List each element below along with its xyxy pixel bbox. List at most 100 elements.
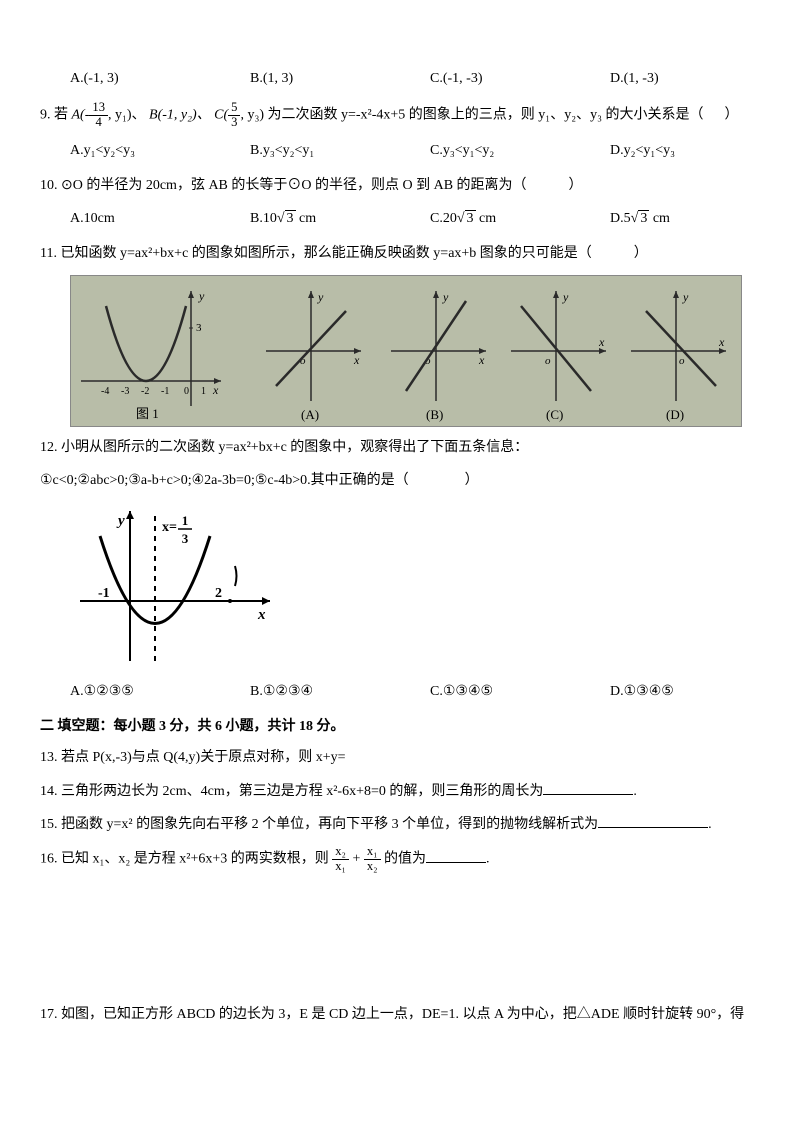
q12-statements: ①c<0;②abc>0;③a-b+c>0;④2a-3b=0;⑤c-4b>0.其中… <box>40 468 760 493</box>
q16-pre: 已知 x₁、x₂ 是方程 x²+6x+3 的两实数根，则 <box>61 852 329 867</box>
q9-number: 9. <box>40 108 51 123</box>
blank-line <box>598 813 708 828</box>
q11-a-label: (A) <box>301 407 319 422</box>
q10-opt-a-text: 10cm <box>84 211 115 226</box>
q8-opt-b: B.(1, 3) <box>220 66 400 91</box>
tick-neg1: -1 <box>98 586 110 601</box>
q11-text: 已知函数 y=ax²+bx+c 的图象如图所示，那么能正确反映函数 y=ax+b… <box>60 246 647 261</box>
q9-fracC: 53 <box>228 101 240 130</box>
q16-post: 的值为 <box>384 852 426 867</box>
q12-number: 12. <box>40 440 58 455</box>
q11-panel-c: y x o (C) <box>511 290 606 422</box>
q12-opt-b-text: ①②③④ <box>263 684 313 699</box>
q12: 12. 小明从图所示的二次函数 y=ax²+bx+c 的图象中，观察得出了下面五… <box>40 435 760 460</box>
q8-opt-d: D.(1, -3) <box>580 66 760 91</box>
q15-period: . <box>708 817 712 832</box>
q9-pre: 若 <box>54 108 68 123</box>
q8-opt-c: C.(-1, -3) <box>400 66 580 91</box>
q10-opt-b-sqrt: 3 <box>285 210 296 226</box>
q9-opt-d: D.y₂<y₁<y₃ <box>580 138 760 163</box>
q16-frac2-num: x₁ <box>364 845 381 860</box>
q9-pointC-pre: C( <box>214 108 228 123</box>
y-label: y <box>682 290 689 304</box>
section2-title: 二 填空题：每小题 3 分，共 6 小题，共计 18 分。 <box>40 714 760 739</box>
q8-opt-b-text: (1, 3) <box>263 71 293 86</box>
o-label: o <box>679 355 685 367</box>
q12-opt-b: B.①②③④ <box>220 679 400 704</box>
q11-number: 11. <box>40 246 57 261</box>
x-label: x <box>718 335 725 349</box>
q15-text: 把函数 y=x² 的图象先向右平移 2 个单位，再向下平移 3 个单位，得到的抛… <box>61 817 598 832</box>
q8-opt-c-text: (-1, -3) <box>443 71 483 86</box>
q11-panel-b: y x o (B) <box>391 290 486 422</box>
x-label: x <box>212 383 219 397</box>
xtick: -2 <box>141 386 149 397</box>
q9-fracA-den: 4 <box>89 116 108 130</box>
x-label: x <box>598 335 605 349</box>
q16: 16. 已知 x₁、x₂ 是方程 x²+6x+3 的两实数根，则 x₂x₁ + … <box>40 845 760 874</box>
sym-num: 1 <box>182 513 189 528</box>
y-label: y <box>562 290 569 304</box>
q10-text: ⊙O 的半径为 20cm，弦 AB 的长等于⊙O 的半径，则点 O 到 AB 的… <box>61 178 583 193</box>
sym-label-pre: x= <box>162 520 177 535</box>
q12-options: A.①②③⑤ B.①②③④ C.①③④⑤ D.①③④⑤ <box>40 679 760 704</box>
q9-pointA-pre: A(- <box>72 108 90 123</box>
sqrt-icon <box>277 211 285 226</box>
q11-figure: y x 3 -4 -3 -2 -1 0 1 图 1 y <box>70 275 742 427</box>
q12-figure: y x x= 1 3 -1 2 <box>70 501 290 671</box>
q16-frac1: x₂x₁ <box>332 845 349 874</box>
q14-text: 三角形两边长为 2cm、4cm，第三边是方程 x²-6x+8=0 的解，则三角形… <box>61 784 543 799</box>
q13-number: 13. <box>40 750 58 765</box>
q11-panel-d: y x o (D) <box>631 290 726 422</box>
q16-period: . <box>486 852 490 867</box>
q11-d-label: (D) <box>666 407 684 422</box>
q16-frac2: x₁x₂ <box>364 845 381 874</box>
y-label: y <box>198 289 205 303</box>
q9-opt-a-text: y₁<y₂<y₃ <box>84 143 135 158</box>
q16-number: 16. <box>40 852 58 867</box>
q10-opt-d: D.53 cm <box>580 206 760 231</box>
xtick: -1 <box>161 386 169 397</box>
tick-2: 2 <box>215 586 222 601</box>
q15-number: 15. <box>40 817 58 832</box>
sqrt-icon <box>457 211 465 226</box>
spacer <box>40 882 760 1002</box>
q10-opt-c-post: cm <box>476 211 497 226</box>
q9-fracC-den: 3 <box>228 116 240 130</box>
q12-text: 小明从图所示的二次函数 y=ax²+bx+c 的图象中，观察得出了下面五条信息： <box>61 440 528 455</box>
q8-opt-a: A.(-1, 3) <box>40 66 220 91</box>
q9: 9. 若 A(-134, y₁)、 B(-1, y₂)、 C(53, y₃) 为… <box>40 101 760 130</box>
y-label: y <box>116 513 125 529</box>
y-label: y <box>442 290 449 304</box>
q16-frac1-num: x₂ <box>332 845 349 860</box>
q10-opt-a: A.10cm <box>40 206 220 231</box>
q11-panel-fig1: y x 3 -4 -3 -2 -1 0 1 图 1 <box>81 289 221 421</box>
q12-opt-c: C.①③④⑤ <box>400 679 580 704</box>
q14: 14. 三角形两边长为 2cm、4cm，第三边是方程 x²-6x+8=0 的解，… <box>40 779 760 804</box>
q10-opt-d-pre: 5 <box>624 211 631 226</box>
xtick: 0 <box>184 386 189 397</box>
q12-statements-text: ①c<0;②abc>0;③a-b+c>0;④2a-3b=0;⑤c-4b>0.其中… <box>40 473 479 488</box>
q10-opt-b-post: cm <box>296 211 317 226</box>
q9-pointC-post: , y₃) <box>240 108 264 123</box>
q11-ytick-3: 3 <box>196 322 202 334</box>
x-label: x <box>353 353 360 367</box>
q16-plus: + <box>352 852 360 867</box>
xtick: 1 <box>201 386 206 397</box>
q16-frac2-den: x₂ <box>364 860 381 874</box>
q9-fracC-num: 5 <box>228 101 240 116</box>
q9-opt-c: C.y₃<y₁<y₂ <box>400 138 580 163</box>
q10-opt-d-sqrt: 3 <box>638 210 649 226</box>
q17-number: 17. <box>40 1007 58 1022</box>
sym-den: 3 <box>182 531 189 546</box>
q8-opt-a-text: (-1, 3) <box>84 71 119 86</box>
q9-opt-b-text: y₃<y₂<y₁ <box>263 143 314 158</box>
q14-number: 14. <box>40 784 58 799</box>
q13: 13. 若点 P(x,-3)与点 Q(4,y)关于原点对称，则 x+y= <box>40 745 760 770</box>
q17: 17. 如图，已知正方形 ABCD 的边长为 3，E 是 CD 边上一点，DE=… <box>40 1002 760 1027</box>
q15: 15. 把函数 y=x² 的图象先向右平移 2 个单位，再向下平移 3 个单位，… <box>40 812 760 837</box>
q10-number: 10. <box>40 178 58 193</box>
q12-opt-d-text: ①③④⑤ <box>624 684 674 699</box>
x-label: x <box>478 353 485 367</box>
q9-fracA: 134 <box>89 101 108 130</box>
